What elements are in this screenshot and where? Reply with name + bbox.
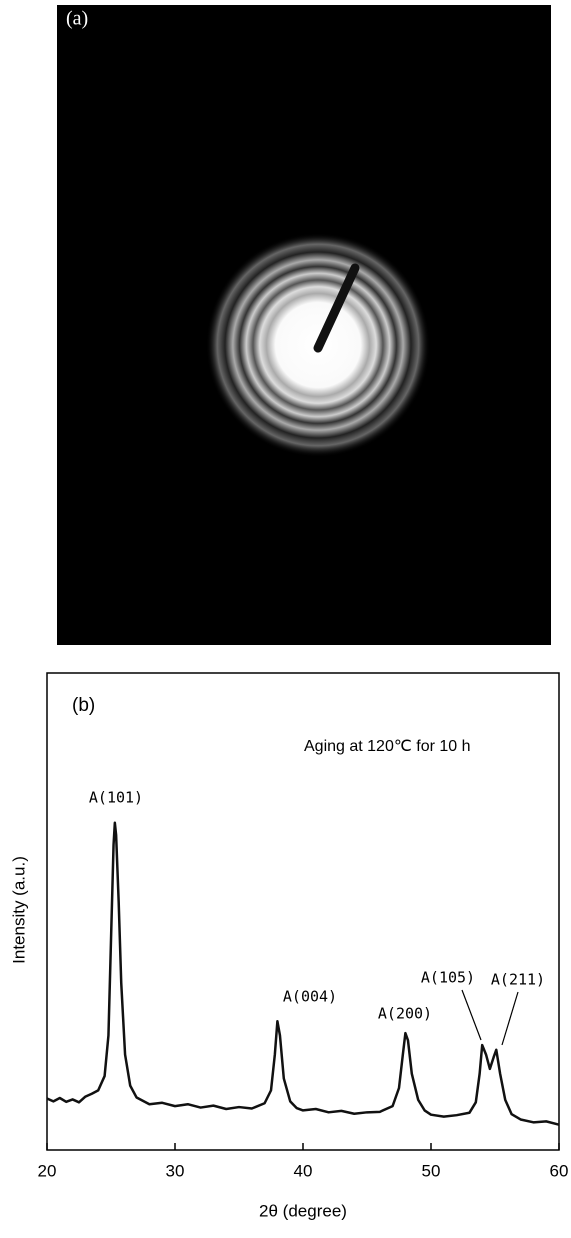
panel-label: (b): [72, 695, 95, 716]
x-tick-label: 60: [550, 1161, 569, 1180]
x-tick-label: 40: [294, 1161, 313, 1180]
peak-annotation: A(211): [491, 971, 545, 989]
annotation-arrow: [461, 989, 482, 1041]
x-tick-label: 20: [38, 1161, 57, 1180]
xrd-line: [46, 821, 560, 1126]
peak-annotation: A(105): [421, 969, 475, 987]
x-tick-label: 50: [422, 1161, 441, 1180]
x-axis-label: 2θ (degree): [259, 1201, 347, 1220]
plot-frame: [46, 672, 560, 1151]
peak-annotation: A(200): [378, 1005, 432, 1023]
y-axis-label: Intensity (a.u.): [9, 856, 28, 964]
annotation-arrow: [501, 991, 519, 1046]
peak-annotation: A(101): [89, 789, 143, 807]
peak-annotation: A(004): [283, 988, 337, 1006]
subtitle: Aging at 120℃ for 10 h: [304, 738, 471, 755]
beam-stopper: [313, 263, 360, 353]
panel-label: (a): [66, 8, 88, 30]
x-tick-label: 30: [166, 1161, 185, 1180]
